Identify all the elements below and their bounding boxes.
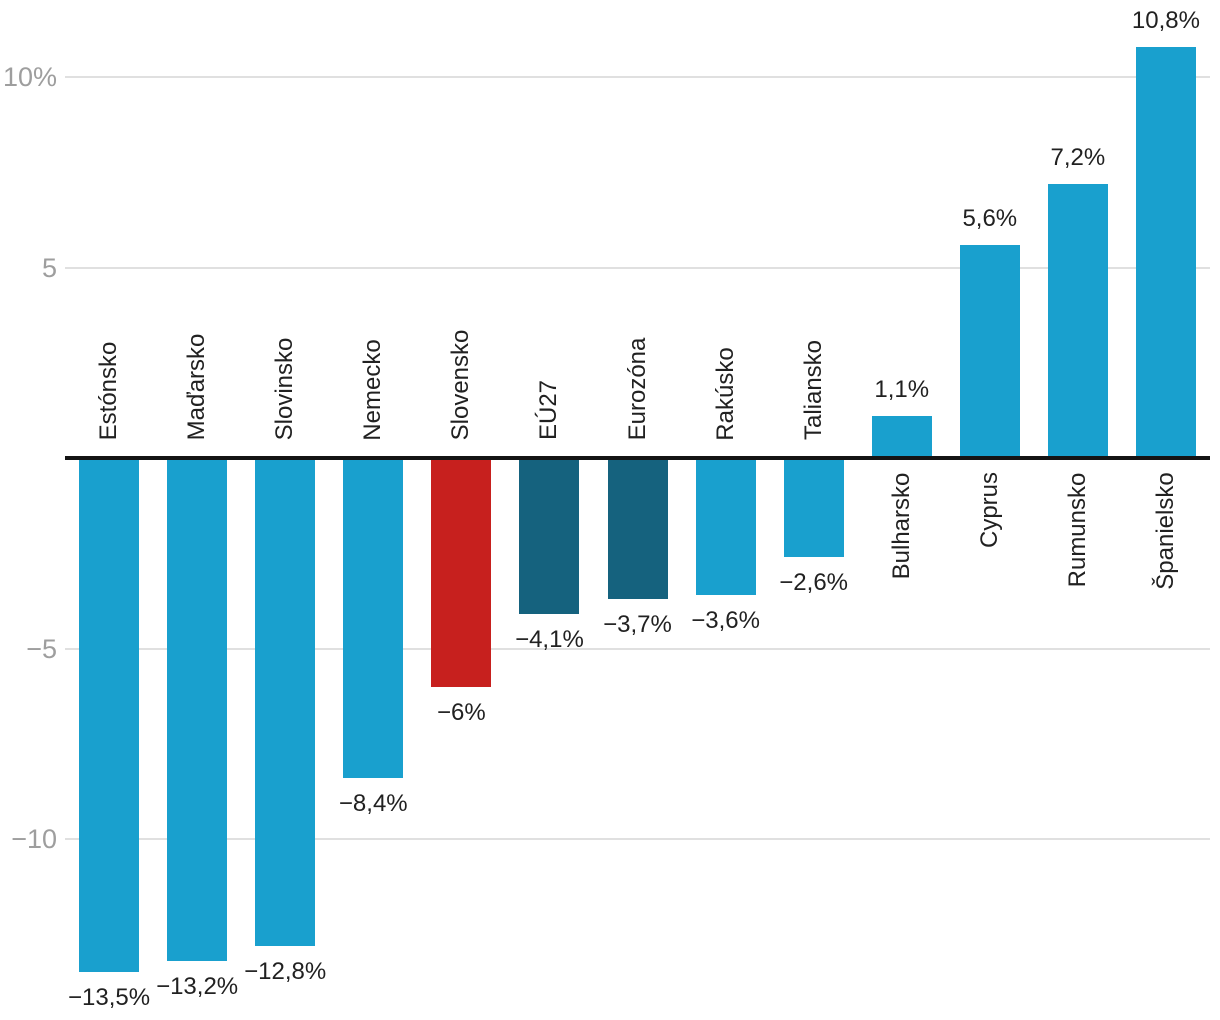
bar-maďarsko xyxy=(167,458,228,961)
bar-value-label: 7,2% xyxy=(1050,143,1106,171)
bar-category-label: Nemecko xyxy=(359,338,387,441)
y-tick-label: −5 xyxy=(26,633,57,664)
bar-rumunsko xyxy=(1047,183,1108,458)
bar-category-label: Eurozóna xyxy=(623,337,651,440)
bar-category-label: EÚ27 xyxy=(535,379,563,441)
bar-value-label: −13,5% xyxy=(67,984,151,1012)
bar-category-label: Bulharsko xyxy=(887,472,915,579)
bar-rakúsko xyxy=(695,458,756,596)
bar-španielsko xyxy=(1135,46,1196,458)
bar-category-label: Rumunsko xyxy=(1063,472,1091,587)
bar-value-label: 5,6% xyxy=(962,204,1018,232)
bar-value-label: −6% xyxy=(436,698,486,726)
gridline xyxy=(65,647,1210,650)
x-axis-line xyxy=(65,456,1210,460)
bar-value-label: −4,1% xyxy=(515,626,584,654)
bar-value-label: −13,2% xyxy=(156,972,239,1000)
bar-value-label: 1,1% xyxy=(874,376,930,404)
gridline xyxy=(65,838,1210,840)
bar-value-label: −12,8% xyxy=(244,957,327,985)
gridline xyxy=(65,76,1210,78)
bar-eurozóna xyxy=(607,458,668,599)
gridline xyxy=(65,266,1210,269)
bar-category-label: Rakúsko xyxy=(711,346,739,441)
y-tick-label: 5 xyxy=(41,252,57,283)
bar-value-label: −2,6% xyxy=(779,569,848,597)
bar-cyprus xyxy=(959,244,1020,458)
bar-category-label: Slovensko xyxy=(447,329,475,440)
bar-category-label: Španielsko xyxy=(1151,471,1179,590)
bar-category-label: Cyprus xyxy=(975,471,1003,549)
y-tick-label: −10 xyxy=(11,824,57,854)
bar-slovensko xyxy=(431,458,492,687)
bar-category-label: Estónsko xyxy=(95,341,123,440)
y-tick-label: 10% xyxy=(2,62,57,92)
bar-category-label: Maďarsko xyxy=(183,333,211,440)
bar-category-label: Slovinsko xyxy=(271,337,299,440)
bar-value-label: 10,8% xyxy=(1131,6,1200,34)
bar-value-label: −3,6% xyxy=(691,607,760,635)
bar-slovinsko xyxy=(255,458,316,946)
bar-bulharsko xyxy=(871,416,932,458)
bar-nemecko xyxy=(343,458,404,779)
bar-estónsko xyxy=(79,458,140,973)
bar-value-label: −3,7% xyxy=(603,610,672,638)
bar-taliansko xyxy=(783,458,844,558)
bar-value-label: −8,4% xyxy=(338,790,408,818)
bar-eú27 xyxy=(519,458,580,615)
